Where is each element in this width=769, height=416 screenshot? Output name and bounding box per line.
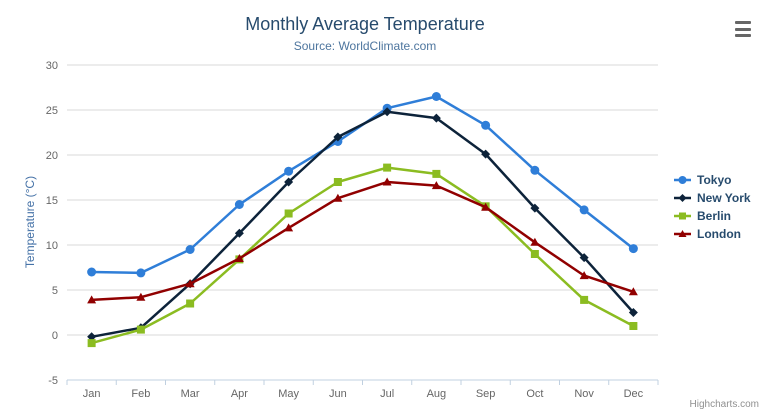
svg-text:Apr: Apr <box>231 388 248 400</box>
gridlines <box>67 64 658 336</box>
svg-text:Jan: Jan <box>83 388 101 400</box>
legend-item-london[interactable]: London <box>674 226 751 241</box>
svg-text:5: 5 <box>52 285 58 297</box>
series-new-york[interactable] <box>87 107 638 342</box>
legend-item-berlin[interactable]: Berlin <box>674 208 751 223</box>
svg-text:Dec: Dec <box>624 388 644 400</box>
legend-label: New York <box>697 190 751 205</box>
title-block: Monthly Average Temperature Source: Worl… <box>0 0 730 53</box>
credits-link[interactable]: Highcharts.com <box>689 399 759 410</box>
hamburger-icon <box>735 27 751 31</box>
tokyo-legend-circle-icon <box>674 175 691 184</box>
series-berlin[interactable] <box>87 163 638 348</box>
svg-text:Sep: Sep <box>476 388 496 400</box>
context-menu-button[interactable] <box>735 20 755 38</box>
svg-text:Jun: Jun <box>329 388 347 400</box>
svg-text:30: 30 <box>46 60 58 72</box>
svg-text:Jul: Jul <box>380 388 394 400</box>
svg-text:10: 10 <box>46 240 58 252</box>
svg-text:Feb: Feb <box>131 388 150 400</box>
series-london[interactable] <box>87 177 638 304</box>
hamburger-icon <box>735 34 751 37</box>
svg-text:25: 25 <box>46 105 58 117</box>
x-axis-labels: Jan Feb Mar Apr May Jun Jul Aug Sep Oct Nov Dec <box>83 388 644 400</box>
legend-label: Berlin <box>697 208 732 223</box>
svg-text:15: 15 <box>46 195 58 207</box>
svg-text:0: 0 <box>52 330 58 342</box>
y-axis-labels: -5 0 5 10 15 20 25 30 <box>46 60 58 387</box>
chart-title: Monthly Average Temperature <box>245 14 485 34</box>
legend-label: Tokyo <box>697 172 732 187</box>
legend: Tokyo New York Berlin London <box>674 172 751 241</box>
svg-text:Mar: Mar <box>181 388 200 400</box>
berlin-legend-square-icon <box>674 212 691 219</box>
series-tokyo[interactable] <box>87 92 638 278</box>
legend-item-tokyo[interactable]: Tokyo <box>674 172 751 187</box>
hamburger-icon <box>735 21 751 24</box>
x-axis <box>66 379 659 385</box>
svg-text:-5: -5 <box>48 375 58 387</box>
svg-text:Oct: Oct <box>526 388 543 400</box>
svg-text:20: 20 <box>46 150 58 162</box>
chart-subtitle: Source: WorldClimate.com <box>293 39 437 53</box>
svg-text:Nov: Nov <box>574 388 594 400</box>
legend-label: London <box>697 226 741 241</box>
svg-text:Aug: Aug <box>427 388 447 400</box>
legend-item-new-york[interactable]: New York <box>674 190 751 205</box>
new-york-legend-diamond-icon <box>674 193 691 202</box>
svg-text:May: May <box>278 388 299 400</box>
london-legend-triangle-icon <box>674 229 691 237</box>
